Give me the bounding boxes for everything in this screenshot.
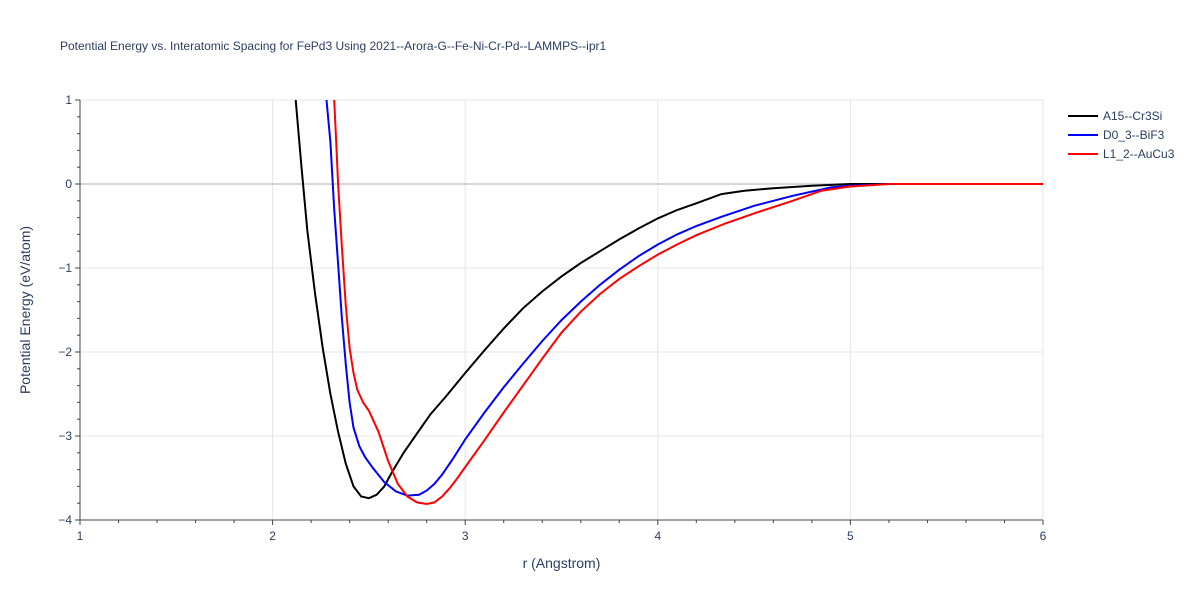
legend[interactable]: A15--Cr3Si D0_3--BiF3 L1_2--AuCu3 [1068,109,1175,161]
y-tick-label: 0 [65,177,72,191]
legend-label: A15--Cr3Si [1103,109,1162,123]
y-tick-label: −2 [58,345,72,359]
series-line-1 [325,100,1043,497]
y-axis-title: Potential Energy (eV/atom) [17,226,33,394]
x-axis-title: r (Angstrom) [523,555,601,571]
legend-label: D0_3--BiF3 [1103,128,1165,142]
series-line-0 [294,100,1043,500]
x-tick-label: 1 [77,529,84,543]
legend-label: L1_2--AuCu3 [1103,147,1175,161]
y-tick-label: −4 [58,513,72,527]
x-tick-label: 5 [847,529,854,543]
x-tick-label: 6 [1040,529,1047,543]
y-tick-label: −1 [58,261,72,275]
x-tick-label: 2 [269,529,276,543]
legend-item-0[interactable]: A15--Cr3Si [1068,109,1162,123]
chart-title: Potential Energy vs. Interatomic Spacing… [60,39,607,53]
y-tick-label: −3 [58,429,72,443]
series-line-2 [333,100,1043,506]
x-tick-label: 4 [654,529,661,543]
grid-layer [80,99,1044,520]
y-tick-label: 1 [65,93,72,107]
axes-layer: 1 2 3 4 5 6 −4 −3 −2 −1 0 1 [58,93,1046,543]
x-tick-label: 3 [462,529,469,543]
legend-item-1[interactable]: D0_3--BiF3 [1068,128,1165,142]
legend-item-2[interactable]: L1_2--AuCu3 [1068,147,1175,161]
series-layer [294,100,1043,506]
